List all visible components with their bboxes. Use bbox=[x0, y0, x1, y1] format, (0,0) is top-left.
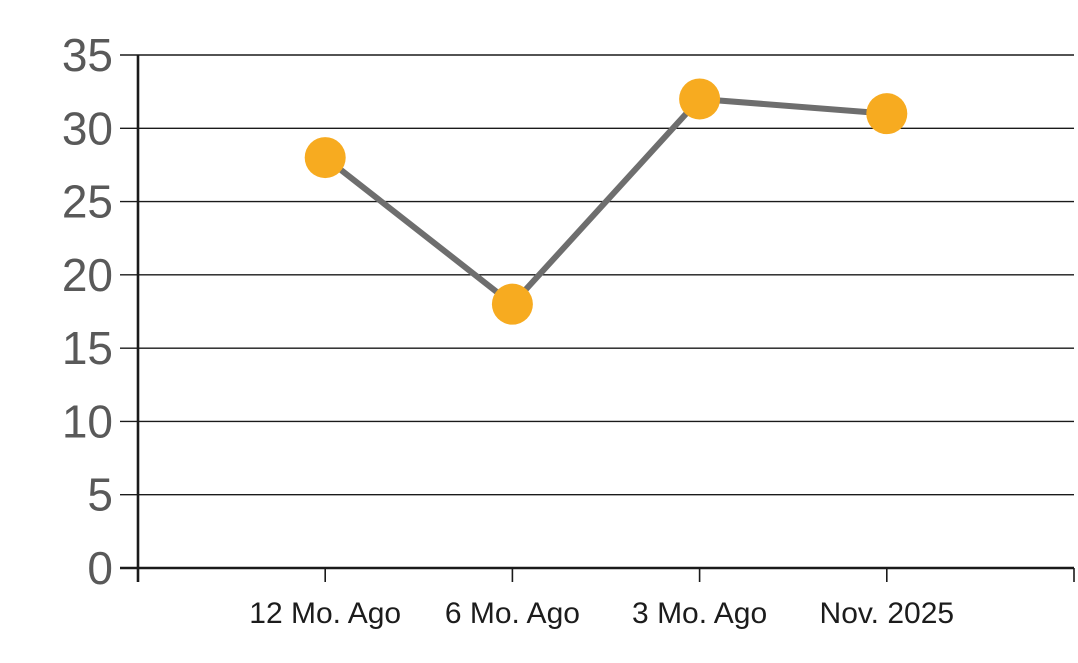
x-axis-category-label: Nov. 2025 bbox=[820, 597, 955, 630]
data-point-marker bbox=[679, 78, 721, 120]
y-axis-tick-label: 15 bbox=[62, 322, 113, 374]
x-axis-category-label: 6 Mo. Ago bbox=[445, 597, 580, 630]
y-axis-tick-label: 35 bbox=[62, 29, 113, 81]
y-axis-tick-label: 10 bbox=[62, 395, 113, 447]
y-axis-tick-label: 20 bbox=[62, 249, 113, 301]
y-axis-tick-label: 5 bbox=[87, 469, 113, 521]
data-point-marker bbox=[491, 283, 533, 325]
y-axis-tick-label: 25 bbox=[62, 176, 113, 228]
series-line bbox=[323, 95, 888, 309]
x-axis-category-label: 3 Mo. Ago bbox=[632, 597, 767, 630]
y-axis-tick-label: 0 bbox=[87, 542, 113, 594]
x-axis-category-label: 12 Mo. Ago bbox=[249, 597, 401, 630]
y-axis-tick-label: 30 bbox=[62, 102, 113, 154]
data-point-marker bbox=[304, 137, 346, 179]
data-point-marker bbox=[866, 93, 908, 135]
